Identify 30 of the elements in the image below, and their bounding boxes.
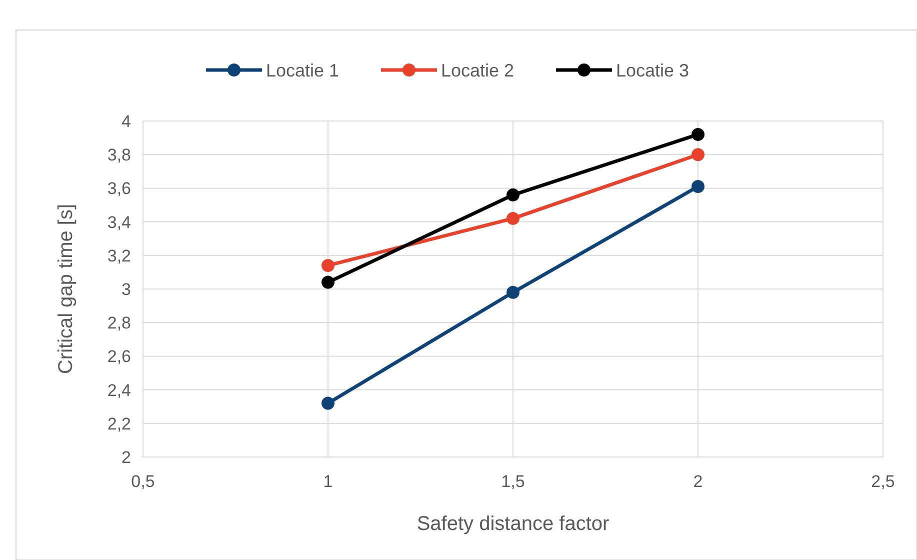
- x-tick-label: 1: [323, 472, 333, 491]
- x-tick-label: 2: [693, 472, 703, 491]
- y-tick-label: 3,2: [107, 246, 131, 266]
- point: [692, 180, 704, 194]
- y-tick-label: 4: [122, 112, 131, 131]
- point: [322, 276, 334, 289]
- x-tick-label: 2,5: [871, 472, 895, 491]
- y-tick-label: 3,4: [107, 212, 131, 232]
- point: [322, 396, 334, 410]
- y-axis-title: Critical gap time [s]: [55, 204, 77, 374]
- y-tick-label: 2,2: [107, 414, 131, 434]
- y-tick-label: 2,8: [107, 314, 131, 333]
- y-tick-label: 3,6: [107, 179, 131, 198]
- y-tick-label: 2,4: [107, 380, 131, 400]
- legend-label: Locatie 2: [441, 60, 514, 80]
- x-axis-title: Safety distance factor: [416, 513, 610, 535]
- point: [692, 148, 704, 162]
- y-tick-label: 2: [122, 448, 131, 467]
- legend-label: Locatie 1: [266, 60, 340, 80]
- y-tick-label: 3,8: [107, 146, 131, 165]
- x-tick-label: 1,5: [501, 472, 525, 491]
- y-tick-label: 3: [122, 280, 131, 299]
- point: [506, 286, 520, 299]
- point: [506, 212, 520, 225]
- x-tick-label: 0,5: [131, 472, 155, 491]
- y-tick-label: 2,6: [107, 347, 131, 366]
- point: [692, 128, 704, 141]
- point: [322, 258, 334, 272]
- legend-label: Locatie 3: [616, 60, 690, 80]
- point: [506, 188, 520, 202]
